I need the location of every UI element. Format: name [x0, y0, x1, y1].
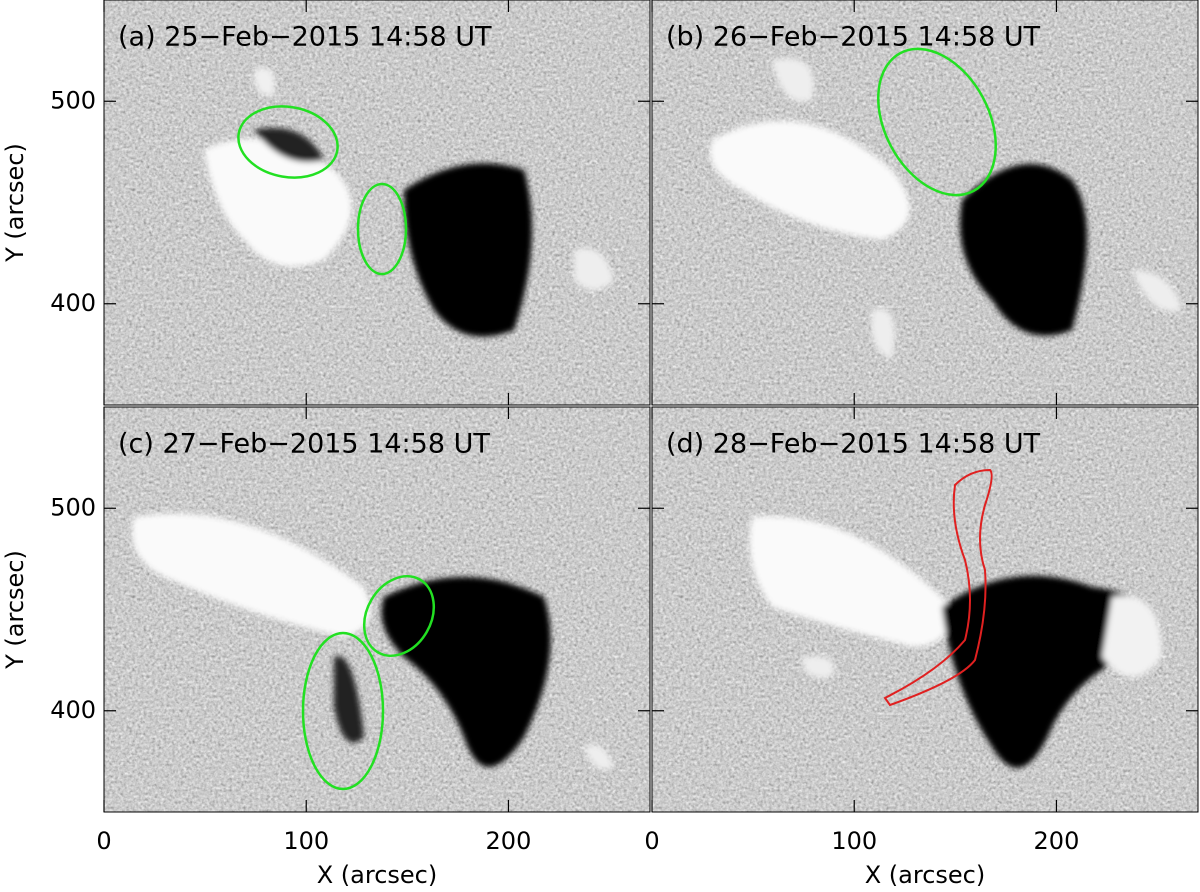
panel-frame	[103, 406, 651, 813]
y-axis-label: Y (arcsec)	[1, 143, 29, 263]
ellipse	[356, 182, 408, 276]
panel-frame	[651, 0, 1199, 406]
x-tick-label: 200	[1034, 827, 1080, 855]
panel-frame	[651, 406, 1199, 813]
panel-title: (d) 28−Feb−2015 14:58 UT	[666, 429, 1041, 460]
magnetogram-b	[652, 0, 1198, 405]
panel-frame	[103, 0, 651, 406]
x-tick-label: 100	[283, 827, 329, 855]
y-tick-label: 400	[50, 696, 96, 724]
magnetogram-a	[104, 0, 650, 405]
contour	[883, 468, 993, 707]
magnetogram-c	[104, 407, 650, 812]
ellipse	[237, 105, 339, 179]
panels	[104, 0, 1198, 812]
y-tick-label: 400	[50, 289, 96, 317]
y-axis-label: Y (arcsec)	[1, 550, 29, 670]
panel-title: (b) 26−Feb−2015 14:58 UT	[666, 22, 1041, 53]
panel-title: (a) 25−Feb−2015 14:58 UT	[118, 22, 492, 53]
x-tick-label: 0	[644, 827, 659, 855]
ellipse	[362, 575, 436, 657]
x-axis-label: X (arcsec)	[317, 861, 438, 889]
x-tick-label: 200	[486, 827, 532, 855]
ellipse	[877, 47, 997, 197]
x-tick-label: 0	[96, 827, 111, 855]
y-tick-label: 500	[50, 493, 96, 521]
magnetogram-d	[652, 407, 1198, 812]
panel-title: (c) 27−Feb−2015 14:58 UT	[118, 429, 490, 460]
y-tick-label: 500	[50, 86, 96, 114]
ellipse	[301, 631, 385, 791]
x-tick-label: 100	[831, 827, 877, 855]
annotations	[237, 47, 997, 791]
x-axis-label: X (arcsec)	[865, 861, 986, 889]
